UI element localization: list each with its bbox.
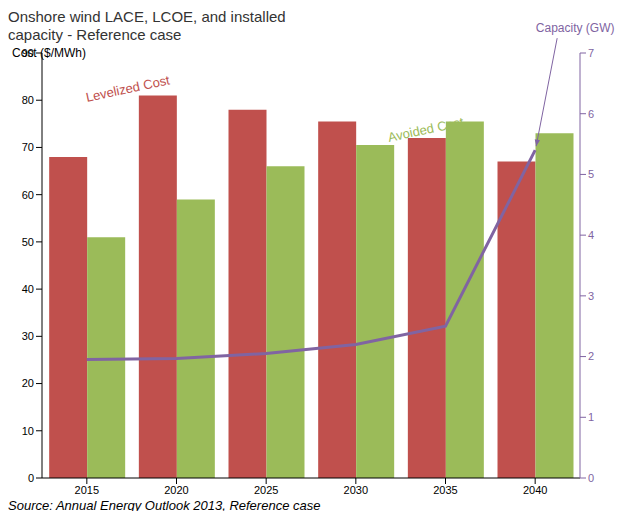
svg-text:50: 50 <box>22 236 34 248</box>
svg-text:90: 90 <box>22 47 34 59</box>
svg-text:3: 3 <box>588 290 594 302</box>
svg-text:20: 20 <box>22 377 34 389</box>
svg-text:4: 4 <box>588 229 594 241</box>
svg-text:30: 30 <box>22 330 34 342</box>
svg-text:10: 10 <box>22 425 34 437</box>
svg-text:2040: 2040 <box>523 484 547 496</box>
svg-text:2025: 2025 <box>254 484 278 496</box>
svg-text:2035: 2035 <box>433 484 457 496</box>
svg-text:60: 60 <box>22 189 34 201</box>
svg-text:Capacity (GW): Capacity (GW) <box>536 21 615 35</box>
svg-text:40: 40 <box>22 283 34 295</box>
svg-text:7: 7 <box>588 47 594 59</box>
svg-text:2015: 2015 <box>75 484 99 496</box>
svg-text:70: 70 <box>22 141 34 153</box>
svg-text:0: 0 <box>588 472 594 484</box>
svg-text:2020: 2020 <box>164 484 188 496</box>
svg-text:6: 6 <box>588 108 594 120</box>
svg-text:80: 80 <box>22 94 34 106</box>
svg-text:2030: 2030 <box>344 484 368 496</box>
svg-text:5: 5 <box>588 168 594 180</box>
svg-text:0: 0 <box>28 472 34 484</box>
svg-text:2: 2 <box>588 350 594 362</box>
svg-text:1: 1 <box>588 411 594 423</box>
